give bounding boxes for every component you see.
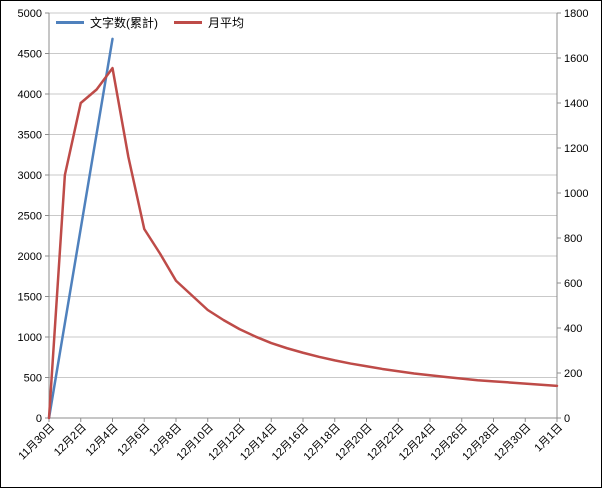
y-axis-left-tick-label: 500 — [24, 373, 42, 385]
x-axis-tick-label: 11月30日 — [16, 422, 57, 463]
y-axis-left-tick-label: 5000 — [18, 8, 42, 20]
x-axis-tick-label: 12月2日 — [52, 422, 89, 459]
legend-line-swatch-blue — [56, 21, 84, 24]
y-axis-left-tick-label: 3500 — [18, 130, 42, 142]
series-line-0 — [47, 37, 114, 420]
y-axis-right-tick-label: 200 — [564, 368, 582, 380]
legend-label: 文字数(累計) — [90, 16, 158, 30]
y-axis-left-tick-label: 1500 — [18, 292, 42, 304]
y-axis-right-tick-label: 800 — [564, 233, 582, 245]
x-axis-tick-label: 1月1日 — [532, 422, 565, 455]
x-axis-tick-label: 12月4日 — [84, 422, 121, 459]
y-axis-left-tick-label: 4000 — [18, 89, 42, 101]
y-axis-left-tick-label: 0 — [36, 413, 42, 425]
y-axis-left-tick-label: 3000 — [18, 170, 42, 182]
chart-legend: 文字数(累計) 月平均 — [56, 14, 244, 31]
y-axis-right-tick-label: 1400 — [564, 98, 588, 110]
y-axis-left-tick-label: 2000 — [18, 251, 42, 263]
y-axis-right-tick-label: 400 — [564, 323, 582, 335]
y-axis-right-tick-label: 1200 — [564, 143, 588, 155]
y-axis-right-tick-label: 1800 — [564, 8, 588, 20]
y-axis-right-tick-label: 1600 — [564, 53, 588, 65]
y-axis-right-tick-label: 600 — [564, 278, 582, 290]
y-axis-left-tick-label: 4500 — [18, 49, 42, 61]
legend-line-swatch-red — [174, 21, 202, 24]
x-axis-tick-label: 12月6日 — [115, 422, 152, 459]
legend-item-cumulative-chars: 文字数(累計) — [56, 14, 158, 31]
y-axis-left-tick-label: 2500 — [18, 211, 42, 223]
series-line-1 — [47, 66, 559, 420]
legend-label: 月平均 — [208, 16, 245, 30]
y-axis-left-tick-label: 1000 — [18, 332, 42, 344]
legend-item-monthly-average: 月平均 — [174, 14, 244, 31]
y-axis-right-tick-label: 1000 — [564, 188, 588, 200]
y-axis-right-tick-label: 0 — [564, 413, 570, 425]
